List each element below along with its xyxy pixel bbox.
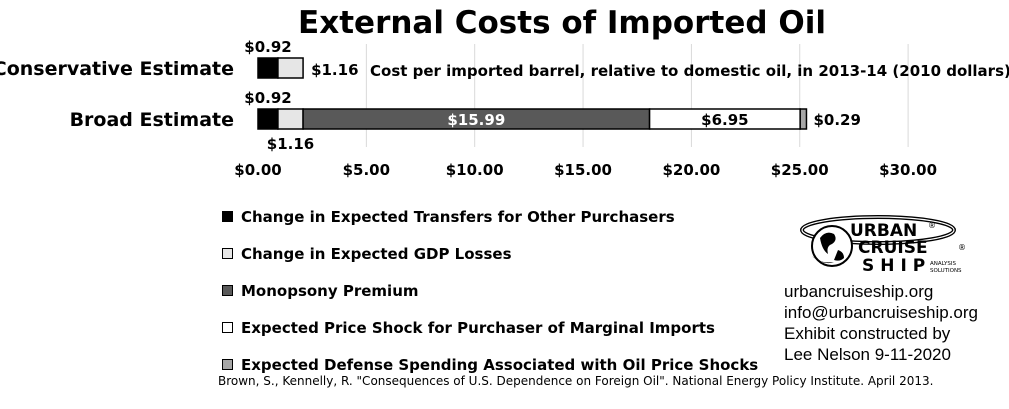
- legend-swatch: [222, 211, 233, 222]
- legend-swatch: [222, 285, 233, 296]
- data-label: $15.99: [447, 111, 505, 129]
- svg-text:URBAN: URBAN: [850, 221, 917, 241]
- legend-swatch: [222, 359, 233, 370]
- svg-text:®: ®: [928, 221, 936, 230]
- data-label: $1.16: [267, 135, 314, 153]
- svg-text:SOLUTIONS: SOLUTIONS: [930, 268, 962, 274]
- svg-text:SHIP: SHIP: [862, 256, 931, 276]
- data-label: $6.95: [701, 111, 748, 129]
- legend-label: Change in Expected GDP Losses: [241, 244, 512, 263]
- category-labels: Conservative Estimate Broad Estimate: [0, 58, 234, 131]
- data-label: $0.92: [244, 89, 291, 107]
- credits-constructed: Exhibit constructed by: [784, 324, 951, 343]
- x-tick-label: $5.00: [343, 161, 390, 179]
- legend-swatch: [222, 322, 233, 333]
- legend-item: Monopsony Premium: [222, 272, 758, 309]
- data-label: $0.29: [813, 111, 860, 129]
- bar-segment: [799, 108, 808, 130]
- legend-item: Expected Price Shock for Purchaser of Ma…: [222, 309, 758, 346]
- svg-text:®: ®: [958, 243, 966, 252]
- x-tick-label: $10.00: [446, 161, 504, 179]
- source-citation: Brown, S., Kennelly, R. "Consequences of…: [218, 374, 934, 388]
- category-label: Broad Estimate: [70, 109, 234, 131]
- legend-label: Change in Expected Transfers for Other P…: [241, 207, 675, 226]
- credits-author-date: Lee Nelson 9-11-2020: [784, 345, 951, 364]
- chart-title: External Costs of Imported Oil: [298, 5, 826, 41]
- data-label: $0.92: [244, 38, 291, 56]
- legend-label: Expected Defense Spending Associated wit…: [241, 355, 759, 374]
- data-label: $1.16: [311, 61, 358, 79]
- x-tick-label: $20.00: [662, 161, 720, 179]
- credits-website: urbancruiseship.org: [784, 282, 934, 301]
- credits-email: info@urbancruiseship.org: [784, 303, 978, 322]
- svg-text:ANALYSIS: ANALYSIS: [930, 261, 956, 267]
- legend-item: Change in Expected GDP Losses: [222, 235, 758, 272]
- chart: External Costs of Imported Oil Conservat…: [0, 5, 1009, 179]
- legend-label: Monopsony Premium: [241, 281, 419, 300]
- bar-segment: [277, 57, 304, 79]
- legend-item: Expected Defense Spending Associated wit…: [222, 346, 758, 383]
- svg-text:CRUISE: CRUISE: [858, 238, 928, 258]
- legend-swatch: [222, 248, 233, 259]
- category-label: Conservative Estimate: [0, 58, 234, 80]
- urbancruiseship-logo: URBAN CRUISE SHIP ® ® ANALYSIS SOLUTIONS: [800, 215, 966, 276]
- x-tick-label: $0.00: [234, 161, 281, 179]
- legend: Change in Expected Transfers for Other P…: [222, 198, 758, 383]
- bar-segment: [277, 108, 304, 130]
- grid-lines: [365, 44, 909, 147]
- x-axis-ticks: $0.00 $5.00 $10.00 $15.00 $20.00 $25.00 $30.00: [234, 161, 937, 179]
- chart-subtitle: Cost per imported barrel, relative to do…: [370, 62, 1009, 80]
- x-tick-label: $30.00: [879, 161, 937, 179]
- x-tick-label: $15.00: [554, 161, 612, 179]
- credits: urbancruiseship.org info@urbancruiseship…: [784, 281, 978, 365]
- legend-label: Expected Price Shock for Purchaser of Ma…: [241, 318, 715, 337]
- legend-item: Change in Expected Transfers for Other P…: [222, 198, 758, 235]
- bar-segment: [257, 108, 279, 130]
- bars: [257, 57, 808, 130]
- data-labels: $0.92 $1.16 $0.92 $1.16 $15.99 $6.95 $0.29: [244, 38, 861, 153]
- bar-segment: [257, 57, 279, 79]
- x-tick-label: $25.00: [771, 161, 829, 179]
